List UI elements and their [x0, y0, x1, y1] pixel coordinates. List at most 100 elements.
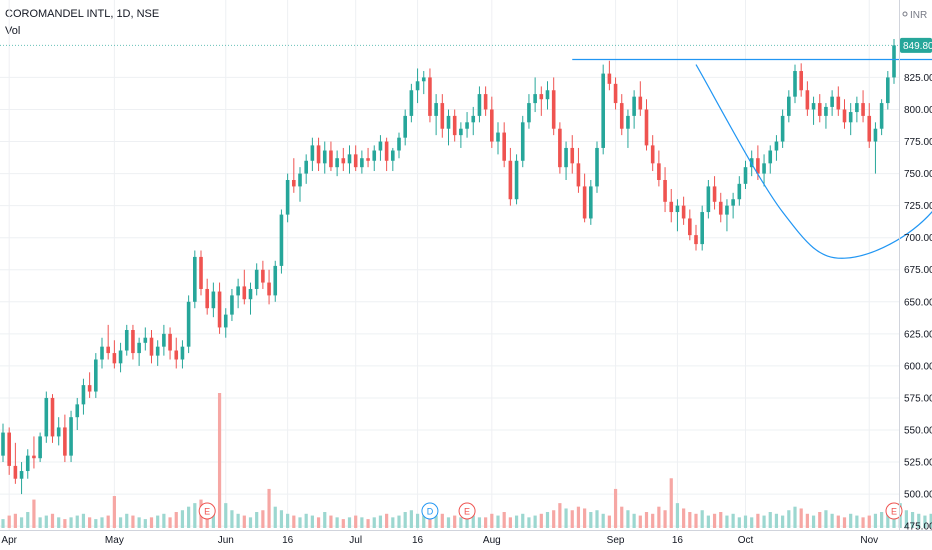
candle-body	[607, 73, 612, 84]
candle-body	[886, 77, 890, 104]
candle-body	[545, 90, 550, 100]
price-tick-label: 500.00	[904, 490, 932, 501]
event-marker	[885, 502, 903, 520]
volume-bar	[651, 513, 655, 528]
candle-body	[595, 147, 599, 187]
volume-bar	[106, 515, 110, 528]
candle-body	[100, 346, 104, 360]
settings-icon[interactable]	[902, 11, 908, 17]
volume-bar	[830, 513, 834, 528]
candle-body	[298, 173, 302, 187]
volume-bar	[756, 513, 760, 528]
candle-body	[694, 235, 698, 245]
event-marker	[458, 502, 476, 520]
volume-bar	[242, 515, 246, 528]
volume-bar	[502, 512, 506, 528]
volume-bar	[7, 515, 11, 528]
volume-bar	[316, 517, 321, 528]
candle-body	[428, 77, 432, 116]
candle-body	[112, 353, 117, 364]
volume-bar	[787, 510, 791, 528]
candle-body	[539, 94, 544, 100]
candle-body	[527, 103, 531, 123]
candle-body	[477, 94, 482, 116]
volume-bar	[886, 510, 890, 528]
event-marker-label: E	[204, 507, 210, 517]
candle-body	[817, 103, 822, 116]
volume-bar	[248, 517, 253, 528]
volume-bar	[224, 503, 228, 528]
volume-bar	[923, 515, 927, 528]
volume-bar	[230, 510, 234, 528]
volume-bar	[793, 506, 797, 528]
volume-bar	[391, 517, 395, 528]
volume-bar	[304, 513, 308, 528]
volume-bar	[601, 513, 605, 528]
volume-bar	[842, 517, 847, 528]
candle-body	[731, 199, 735, 206]
last-price-marker: 849.80	[900, 37, 932, 53]
volume-bar	[867, 515, 871, 528]
volume-bar	[273, 506, 277, 528]
time-tick-label: 16	[412, 535, 424, 546]
candle-body	[199, 256, 203, 289]
candle-body	[712, 186, 717, 202]
volume-bar	[57, 517, 61, 528]
volume-bar	[904, 510, 908, 528]
candle-body	[533, 94, 537, 104]
candle-body	[644, 109, 649, 146]
candle-body	[459, 128, 463, 136]
candle-body	[341, 158, 346, 164]
volume-bar	[193, 503, 197, 528]
price-tick-label: 825.00	[904, 73, 932, 84]
time-tick-label: Oct	[738, 535, 754, 546]
volume-bar	[446, 517, 451, 528]
candle-body	[551, 90, 556, 129]
volume-bar	[360, 517, 364, 528]
time-tick-label: Apr	[1, 535, 17, 546]
volume-bar	[712, 513, 717, 528]
volume-bar	[1, 519, 5, 528]
volume-bar	[527, 517, 531, 528]
volume-bar	[768, 512, 772, 528]
volume-bar	[211, 513, 215, 528]
volume-bar	[620, 506, 624, 528]
candle-body	[657, 163, 661, 180]
candle-body	[638, 96, 643, 110]
price-tick-label: 600.00	[904, 361, 932, 372]
candle-body	[836, 96, 841, 110]
grid	[0, 0, 899, 530]
volume-bar	[669, 478, 673, 528]
time-tick-label: Sep	[607, 535, 625, 546]
candle-body	[700, 212, 704, 245]
volume-bar	[595, 510, 599, 528]
volume-bar	[552, 510, 556, 528]
candle-body	[25, 455, 30, 472]
candle-body	[223, 314, 228, 328]
time-tick-label: 16	[282, 535, 294, 546]
candle-body	[316, 145, 321, 164]
candle-body	[211, 291, 216, 309]
candle-body	[619, 103, 624, 129]
candle-body	[892, 45, 896, 78]
volume-bar	[873, 513, 878, 528]
candle-body	[483, 94, 488, 110]
volume-bar	[81, 513, 86, 528]
volume-bar	[32, 499, 36, 528]
candle-body	[378, 141, 383, 151]
candle-body	[762, 163, 766, 174]
candle-body	[681, 205, 686, 219]
volume-bar	[694, 513, 698, 528]
volume-bar	[477, 517, 482, 528]
candle-body	[490, 109, 494, 142]
volume-bar	[261, 510, 265, 528]
candle-body	[236, 286, 240, 296]
volume-bar	[836, 515, 840, 528]
currency-badge[interactable]: INR	[902, 10, 927, 21]
volume-bar	[298, 517, 302, 528]
candle-body	[50, 397, 55, 437]
candle-body	[335, 158, 339, 168]
chart-title: COROMANDEL INTL, 1D, NSE	[5, 8, 160, 20]
